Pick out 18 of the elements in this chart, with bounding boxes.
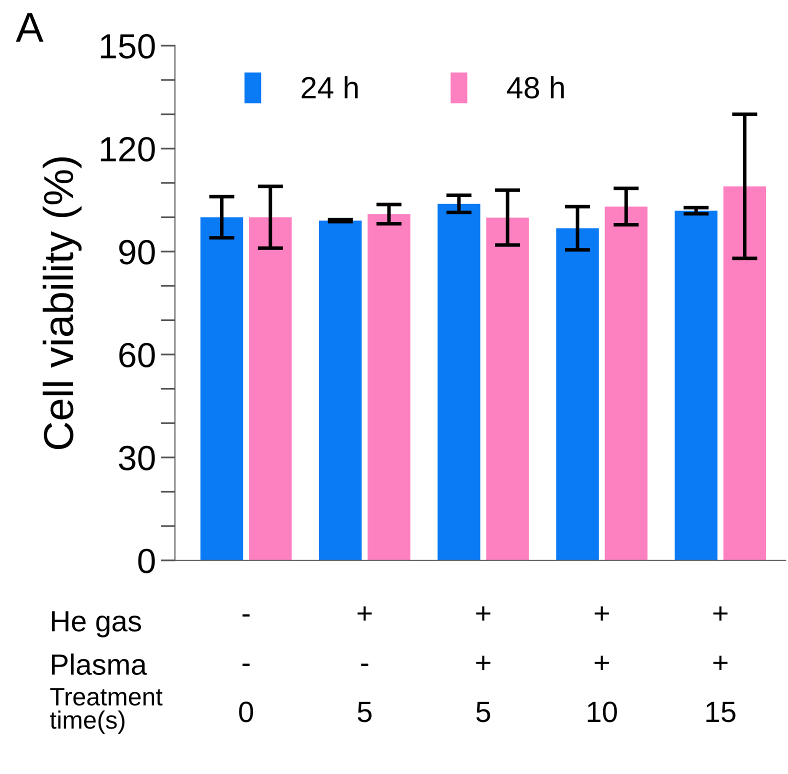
y-tick-label: 30 — [118, 446, 155, 470]
legend-label: 48 h — [507, 76, 564, 99]
y-tick-label: 90 — [119, 240, 155, 264]
chart-title: A — [16, 13, 44, 42]
y-axis-title: Cell viability (%) — [42, 157, 82, 450]
y-tick-label: 120 — [100, 136, 155, 162]
category-label: + + 10 — [588, 606, 617, 722]
y-tick-label: 150 — [100, 34, 155, 59]
y-tick-label: 60 — [119, 342, 155, 368]
text: Treatment time(s) — [50, 688, 162, 734]
category-label: + - 5 — [358, 606, 372, 722]
text: Plasma — [52, 654, 147, 675]
category-label: + + 5 — [476, 606, 490, 722]
y-tick-label: 0 — [138, 548, 155, 574]
category-label: + + 15 — [706, 606, 736, 722]
category-label: - - 0 — [239, 614, 254, 722]
legend-label: 24 h — [302, 76, 358, 98]
text: He gas — [52, 611, 142, 638]
